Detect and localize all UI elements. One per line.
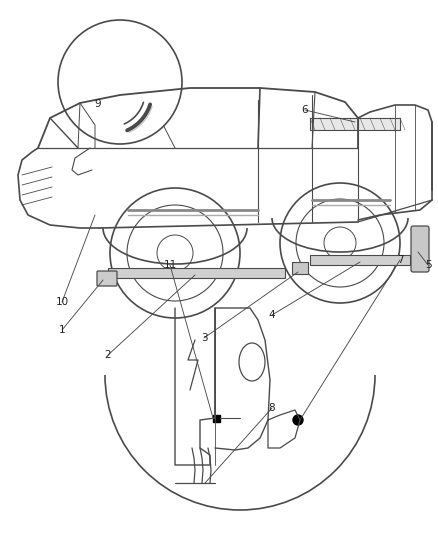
Circle shape — [293, 415, 303, 425]
Polygon shape — [310, 118, 400, 130]
Text: 2: 2 — [105, 350, 111, 360]
Text: 4: 4 — [268, 310, 276, 320]
Text: 8: 8 — [268, 403, 276, 413]
Text: 3: 3 — [201, 333, 207, 343]
Text: 10: 10 — [56, 297, 69, 307]
Polygon shape — [310, 255, 410, 265]
Text: 5: 5 — [425, 260, 431, 270]
FancyBboxPatch shape — [411, 226, 429, 272]
Text: 9: 9 — [95, 99, 101, 109]
Polygon shape — [213, 415, 220, 422]
FancyBboxPatch shape — [97, 271, 117, 286]
Polygon shape — [108, 268, 285, 278]
Text: 7: 7 — [397, 255, 403, 265]
Polygon shape — [292, 262, 308, 274]
Text: 6: 6 — [302, 105, 308, 115]
Text: 1: 1 — [59, 325, 65, 335]
Text: 11: 11 — [163, 260, 177, 270]
